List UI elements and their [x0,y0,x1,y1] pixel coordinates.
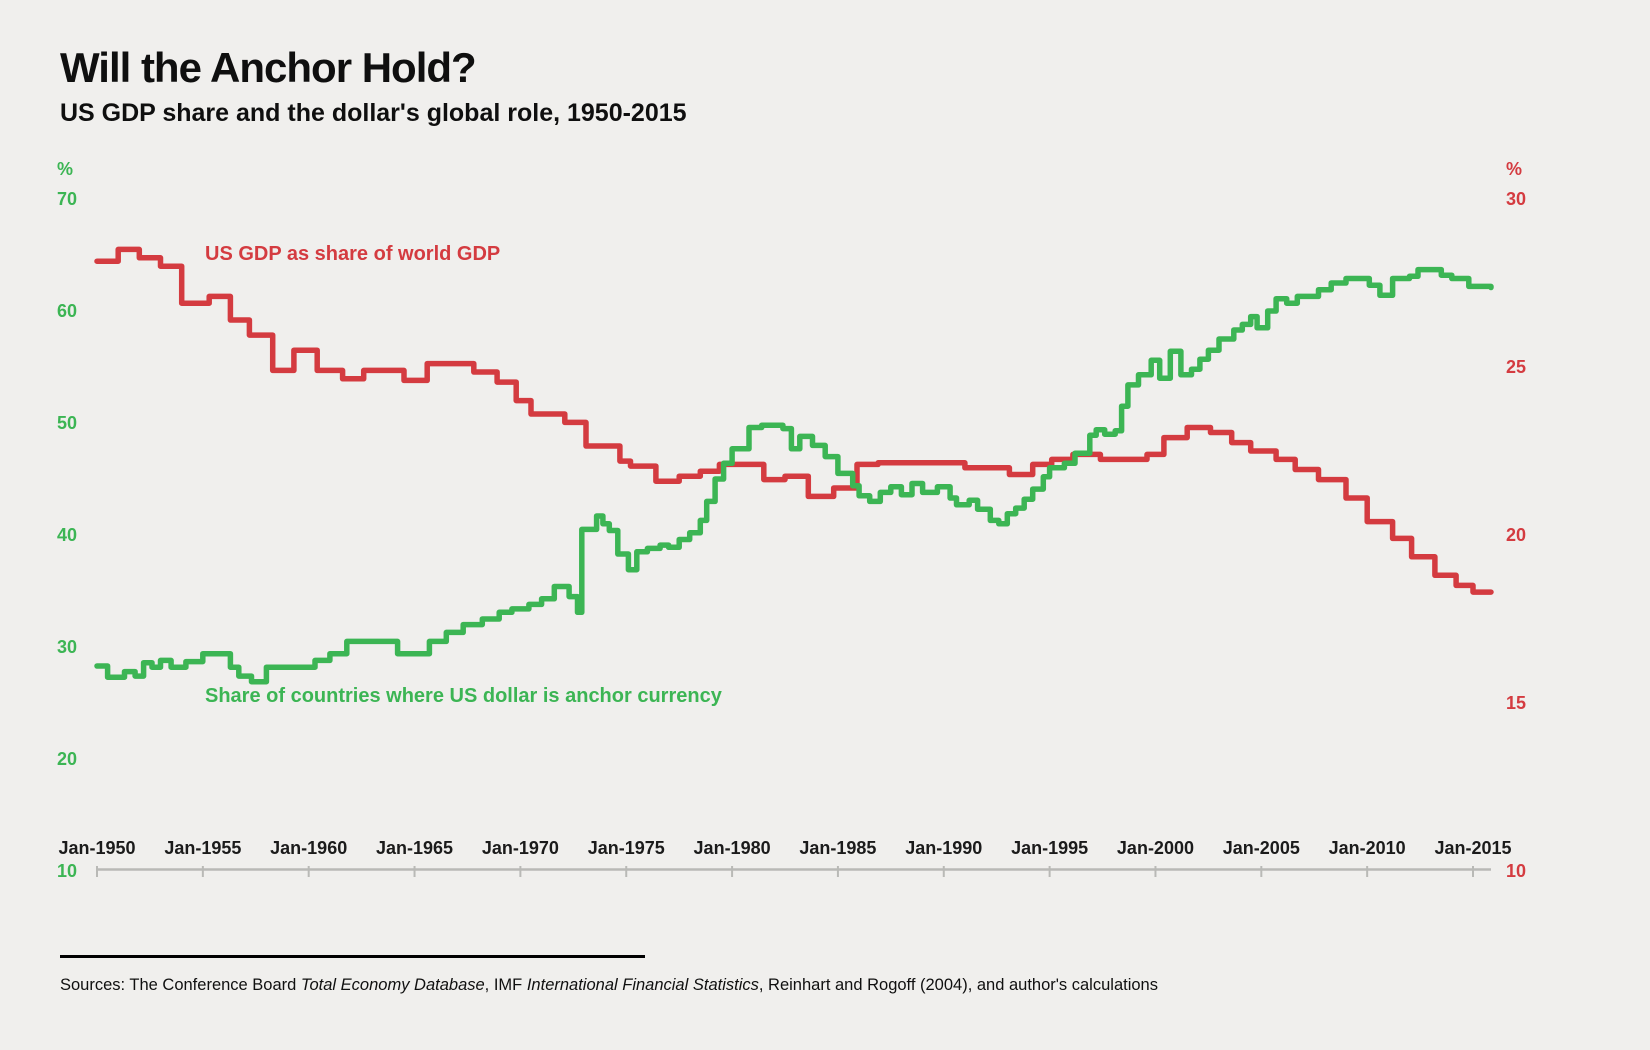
x-tick-label: Jan-2010 [1328,838,1406,858]
y-tick-label: 10 [1506,861,1527,881]
x-tick-label: Jan-1990 [905,838,983,858]
source-name-international-financial-statistics: International Financial Statistics [526,976,759,994]
y-tick-label: 70 [57,189,78,209]
series-line-dollar-anchor-share [94,266,1494,685]
y-tick-label: 25 [1506,357,1527,377]
y-tick-label: 20 [57,749,78,769]
x-tick-label: Jan-1965 [376,838,454,858]
sources-text: , IMF [484,976,527,994]
x-tick-label: Jan-2000 [1116,838,1194,858]
sources-text: Sources: The Conference Board [60,976,301,994]
page-subtitle: US GDP share and the dollar's global rol… [60,99,687,127]
x-tick-label: Jan-2015 [1434,838,1512,858]
series-line-us-gdp-share [94,246,1494,595]
x-tick-label: Jan-1975 [587,838,665,858]
y-tick-label: 50 [57,413,78,433]
source-name-total-economy-database: Total Economy Database [300,976,485,994]
page-title: Will the Anchor Hold? [60,44,477,91]
sources-divider-line [60,955,645,958]
x-tick-label: Jan-1980 [693,838,771,858]
left-axis-unit: % [57,159,74,179]
y-tick-label: 40 [57,525,78,545]
right-axis-unit: % [1506,159,1523,179]
x-tick-label: Jan-1995 [1011,838,1089,858]
x-tick-label: Jan-1970 [481,838,559,858]
sources-text: , Reinhart and Rogoff (2004), and author… [758,976,1158,994]
y-tick-label: 20 [1506,525,1527,545]
series-label-us-gdp-share: US GDP as share of world GDP [205,243,501,265]
x-tick-label: Jan-1985 [799,838,877,858]
y-tick-label: 10 [57,861,78,881]
y-tick-label: 30 [57,637,78,657]
y-tick-label: 30 [1506,189,1527,209]
y-tick-label: 60 [57,301,78,321]
series-label-dollar-anchor-share: Share of countries where US dollar is an… [205,685,722,707]
x-tick-label: Jan-2005 [1222,838,1300,858]
x-tick-label: Jan-1950 [58,838,136,858]
x-tick-label: Jan-1955 [164,838,242,858]
x-tick-label: Jan-1960 [270,838,348,858]
y-tick-label: 15 [1506,693,1527,713]
sources-note: Sources: The Conference Board Total Econ… [60,976,1158,995]
